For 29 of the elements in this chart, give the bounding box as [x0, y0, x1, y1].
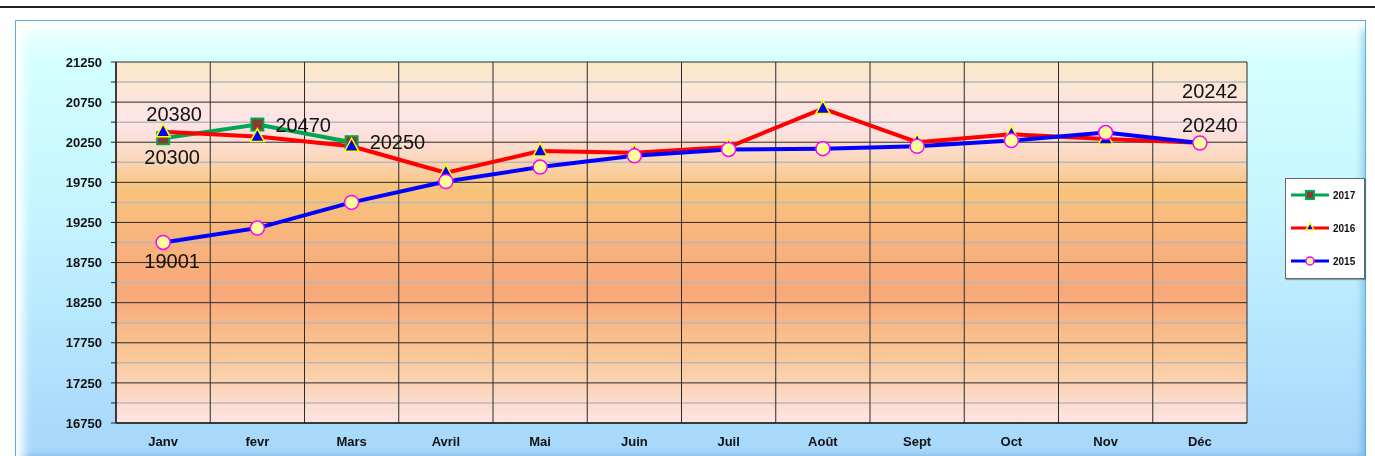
- x-tick-label: fevr: [245, 434, 270, 450]
- y-tick-label: 21250: [65, 54, 102, 70]
- x-tick-label: Août: [808, 434, 839, 450]
- y-tick-label: 19750: [65, 174, 102, 190]
- x-tick-label: Oct: [1000, 434, 1023, 450]
- x-tick-label: Juil: [717, 434, 740, 450]
- y-tick-label: 17250: [65, 375, 102, 391]
- y-tick-label: 20750: [65, 94, 102, 110]
- legend-label: 2016: [1333, 222, 1356, 234]
- y-tick-label: 19250: [65, 215, 102, 231]
- x-tick-label: Janv: [148, 434, 179, 450]
- x-tick-label: Mars: [336, 434, 367, 450]
- y-tick-label: 18750: [65, 255, 102, 271]
- y-tick-label: 20250: [65, 134, 102, 150]
- legend-label: 2015: [1333, 255, 1356, 267]
- legend-label: 2017: [1333, 189, 1356, 201]
- x-tick-label: Nov: [1093, 434, 1119, 450]
- x-tick-label: Mai: [529, 434, 551, 450]
- y-tick-label: 16750: [65, 415, 102, 431]
- x-tick-label: Juin: [621, 434, 648, 450]
- y-tick-label: 18250: [65, 295, 102, 311]
- data-label: 20300: [144, 146, 200, 169]
- data-label: 20380: [146, 102, 202, 125]
- data-label: 20242: [1182, 79, 1238, 102]
- data-label: 20240: [1182, 114, 1238, 137]
- y-tick-label: 17750: [65, 335, 102, 351]
- x-tick-label: Sept: [903, 434, 932, 450]
- x-tick-label: Déc: [1187, 434, 1212, 450]
- x-tick-label: Avril: [431, 434, 461, 450]
